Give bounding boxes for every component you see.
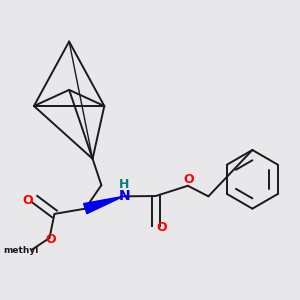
Text: O: O (22, 194, 33, 207)
Text: H: H (119, 178, 129, 191)
Text: N: N (118, 189, 130, 203)
Polygon shape (84, 196, 123, 214)
Text: O: O (156, 221, 167, 234)
Text: O: O (46, 233, 56, 246)
Text: methyl: methyl (3, 246, 38, 255)
Text: O: O (183, 173, 194, 186)
